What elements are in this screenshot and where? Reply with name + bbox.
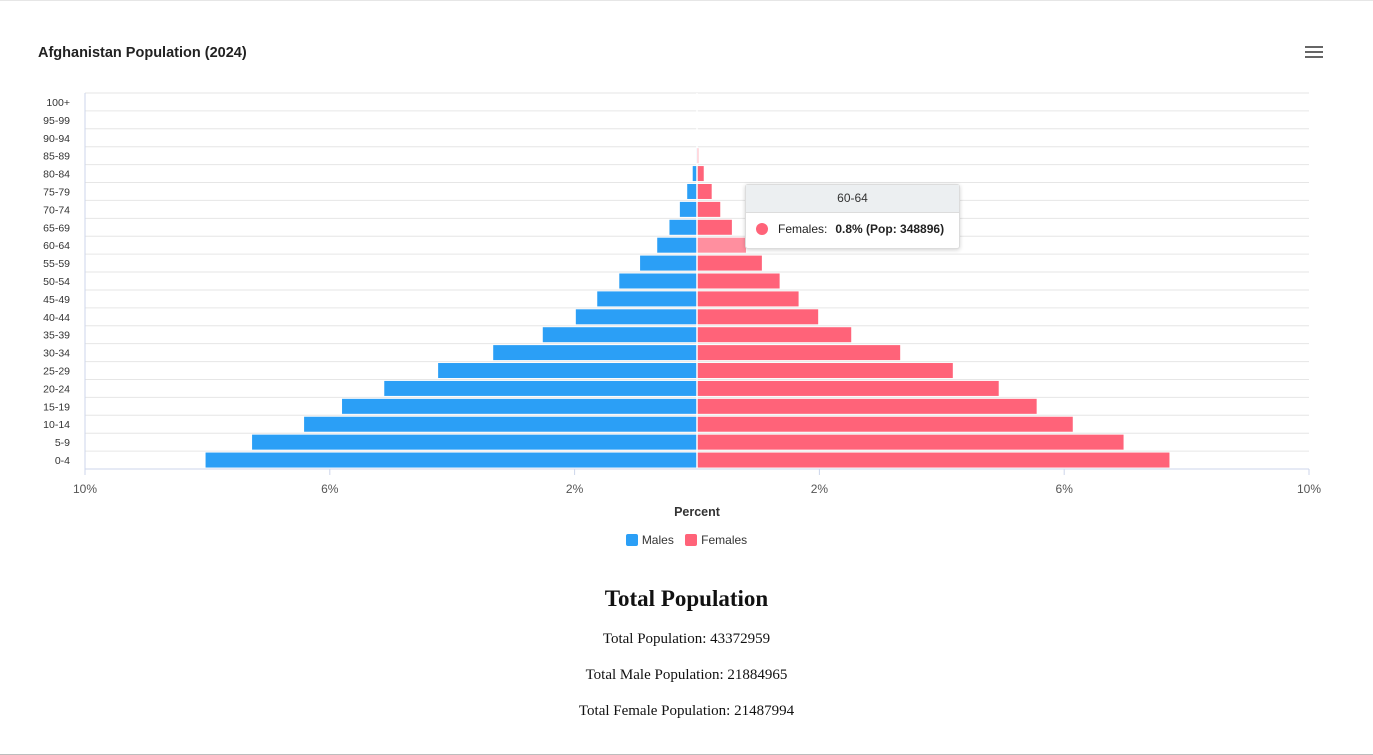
bar-female xyxy=(697,291,799,307)
bar-male xyxy=(384,380,697,396)
category-label: 70-74 xyxy=(43,204,70,216)
bar-female xyxy=(697,398,1037,414)
category-label: 25-29 xyxy=(43,366,70,378)
chart-tooltip: 60-64 Females: 0.8% (Pop: 348896) xyxy=(745,184,960,249)
category-label: 55-59 xyxy=(43,258,70,270)
category-label: 5-9 xyxy=(55,437,70,449)
totals-heading: Total Population xyxy=(604,586,769,611)
legend-item-females[interactable]: Females xyxy=(685,533,747,547)
x-axis-title: Percent xyxy=(674,505,721,519)
category-label: 75-79 xyxy=(43,186,70,198)
legend-label-males: Males xyxy=(641,533,674,547)
tooltip-value: 0.8% (Pop: 348896) xyxy=(835,222,945,236)
bar-male xyxy=(619,273,697,289)
bar-female xyxy=(697,183,712,199)
category-label: 30-34 xyxy=(43,348,70,360)
category-label: 80-84 xyxy=(43,169,70,181)
bar-female xyxy=(697,255,762,271)
bar-male xyxy=(542,327,697,343)
bar-male xyxy=(679,201,697,217)
bar-male xyxy=(669,219,697,235)
category-label: 60-64 xyxy=(43,240,70,252)
bar-female xyxy=(697,380,999,396)
legend-item-males[interactable]: Males xyxy=(625,533,674,547)
category-label: 90-94 xyxy=(43,133,70,145)
bar-female xyxy=(697,219,732,235)
bar-male xyxy=(692,166,697,182)
bar-male xyxy=(304,416,697,432)
category-label: 95-99 xyxy=(43,115,70,127)
chart-legend: Males Females xyxy=(0,533,1373,549)
tooltip-series-dot xyxy=(756,223,768,235)
category-label: 15-19 xyxy=(43,401,70,413)
totals-section: Total Population Total Population: 43372… xyxy=(0,586,1373,739)
category-label: 85-89 xyxy=(43,151,70,163)
total-population: Total Population: 43372959 xyxy=(602,631,771,647)
bar-female xyxy=(697,166,704,182)
bar-female xyxy=(697,309,819,325)
chart-title: Afghanistan Population (2024) xyxy=(38,45,247,61)
hamburger-menu-icon[interactable] xyxy=(1305,46,1323,60)
category-label: 40-44 xyxy=(43,312,70,324)
bar-male xyxy=(687,183,697,199)
bar-male xyxy=(640,255,697,271)
tooltip-series-label: Females: xyxy=(778,222,828,236)
legend-swatch-females xyxy=(685,534,698,546)
category-label: 0-4 xyxy=(55,455,70,467)
x-tick-label: 6% xyxy=(1056,482,1074,496)
population-pyramid-chart: 100+ 95-99 90-94 85-89 80-84 75-79 70-74 65-69 6… xyxy=(43,92,1321,519)
category-label: 65-69 xyxy=(43,222,70,234)
x-tick-label: 10% xyxy=(73,482,97,496)
bar-female xyxy=(697,201,721,217)
bar-female xyxy=(697,452,1170,468)
category-label: 50-54 xyxy=(43,276,70,288)
total-male-population: Total Male Population: 21884965 xyxy=(585,667,788,683)
legend-label-females: Females xyxy=(701,533,748,547)
category-label: 10-14 xyxy=(43,419,70,431)
x-tick-label: 2% xyxy=(811,482,829,496)
bar-male xyxy=(575,309,697,325)
bar-male xyxy=(493,345,697,361)
bar-male xyxy=(342,398,697,414)
bar-male xyxy=(657,237,697,253)
bar-female xyxy=(697,345,901,361)
category-label: 100+ xyxy=(46,97,70,109)
bar-male xyxy=(597,291,697,307)
total-female-population: Total Female Population: 21487994 xyxy=(578,703,795,719)
x-tick-label: 2% xyxy=(566,482,584,496)
bar-male xyxy=(205,452,697,468)
bar-female xyxy=(697,363,953,379)
bar-female xyxy=(697,327,852,343)
legend-swatch-males xyxy=(625,534,638,546)
bar-female xyxy=(697,434,1124,450)
bar-male xyxy=(438,363,697,379)
x-tick-label: 10% xyxy=(1297,482,1321,496)
bar-female xyxy=(697,273,780,289)
category-label: 45-49 xyxy=(43,294,70,306)
bar-female xyxy=(697,416,1073,432)
bar-female xyxy=(697,237,746,253)
x-tick-label: 6% xyxy=(321,482,339,496)
category-label: 35-39 xyxy=(43,330,70,342)
category-label: 20-24 xyxy=(43,383,70,395)
bar-male xyxy=(252,434,698,450)
tooltip-category: 60-64 xyxy=(746,185,959,213)
